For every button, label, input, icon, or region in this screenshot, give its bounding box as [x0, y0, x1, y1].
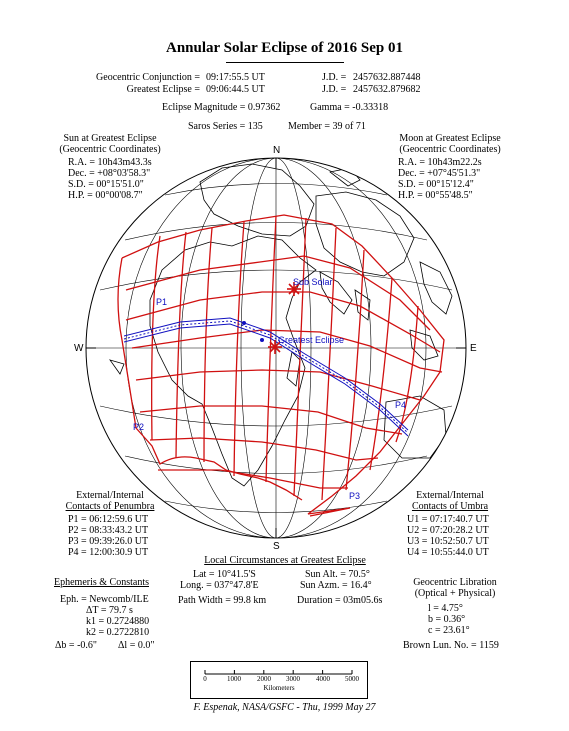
gamma: Gamma = -0.33318	[310, 102, 389, 113]
ephemeris-db: Δb = -0.6"	[55, 640, 97, 651]
umbra-u3: U3 = 10:52:50.7 UT	[407, 536, 489, 547]
penumbra-heading: External/Internal	[76, 490, 144, 501]
ephemeris-dl: Δl = 0.0"	[118, 640, 155, 651]
local-path-width: Path Width = 99.8 km	[178, 595, 267, 606]
greatest-jd-label: J.D. =	[322, 84, 347, 95]
libration-b: b = 0.36°	[428, 614, 466, 625]
track-point-1	[242, 321, 246, 325]
scale-bar	[204, 670, 353, 675]
saros-series: Saros Series = 135	[188, 121, 263, 132]
penumbra-subheading: Contacts of Penumbra	[65, 501, 155, 512]
penumbra-p2: P2 = 08:33:43.2 UT	[68, 525, 149, 536]
compass-s: S	[273, 541, 280, 552]
sun-sd: S.D. = 00°15'51.0"	[68, 179, 144, 190]
scale-tick-2000: 2000	[257, 675, 271, 683]
libration-c: c = 23.61°	[428, 625, 470, 636]
saros-member: Member = 39 of 71	[288, 121, 366, 132]
sub-solar-marker	[287, 282, 301, 296]
conjunction-value: 09:17:55.5 UT	[206, 72, 265, 83]
umbra-u1: U1 = 07:17:40.7 UT	[407, 514, 489, 525]
local-heading: Local Circumstances at Greatest Eclipse	[204, 555, 366, 566]
sun-heading: Sun at Greatest Eclipse	[63, 133, 157, 144]
sun-subheading: (Geocentric Coordinates)	[59, 144, 161, 155]
label-p1: P1	[156, 297, 168, 307]
title-rule	[226, 62, 344, 63]
moon-dec: Dec. = +07°45'51.3"	[398, 168, 481, 179]
greatest-eclipse-marker	[268, 340, 282, 354]
umbra-track	[123, 317, 409, 437]
track-point-2	[260, 338, 264, 342]
label-p2: P2	[133, 422, 145, 432]
compass-w: W	[74, 343, 84, 354]
credit-line: F. Espenak, NASA/GSFC - Thu, 1999 May 27	[193, 702, 376, 713]
scale-tick-3000: 3000	[286, 675, 300, 683]
moon-hp: H.P. = 00°55'48.5"	[398, 190, 473, 201]
ephemeris-k1: k1 = 0.2724880	[86, 616, 150, 627]
umbra-u4: U4 = 10:55:44.0 UT	[407, 547, 489, 558]
conjunction-label: Geocentric Conjunction =	[96, 72, 200, 83]
local-sun-alt: Sun Alt. = 70.5°	[305, 569, 370, 580]
penumbra-p4: P4 = 12:00:30.9 UT	[68, 547, 149, 558]
ephemeris-dt: ΔT = 79.7 s	[86, 605, 133, 616]
scale-bar-box: 0 1000 2000 3000 4000 5000 Kilometers	[190, 661, 368, 699]
ephemeris-eph: Eph. = Newcomb/ILE	[60, 594, 149, 605]
umbra-subheading: Contacts of Umbra	[411, 501, 489, 512]
scale-tick-0: 0	[203, 675, 207, 683]
umbra-heading: External/Internal	[416, 490, 484, 501]
greatest-jd-value: 2457632.879682	[353, 84, 421, 95]
conjunction-jd-label: J.D. =	[322, 72, 347, 83]
penumbra-p1: P1 = 06:12:59.6 UT	[68, 514, 149, 525]
local-duration: Duration = 03m05.6s	[297, 595, 383, 606]
label-p3: P3	[349, 491, 361, 501]
libration-heading: Geocentric Libration	[413, 577, 497, 588]
compass-e: E	[470, 343, 477, 354]
moon-heading: Moon at Greatest Eclipse	[399, 133, 501, 144]
markers	[242, 282, 301, 354]
moon-sd: S.D. = 00°15'12.4"	[398, 179, 474, 190]
label-greatest-eclipse: Greatest Eclipse	[278, 335, 345, 345]
sun-ra: R.A. = 10h43m43.3s	[68, 157, 152, 168]
greatest-value: 09:06:44.5 UT	[206, 84, 265, 95]
local-long: Long. = 037°47.8'E	[180, 580, 259, 591]
compass-rose	[86, 158, 466, 538]
local-sun-azm: Sun Azm. = 16.4°	[300, 580, 372, 591]
label-sub-solar: Sub Solar	[293, 277, 333, 287]
page-title: Annular Solar Eclipse of 2016 Sep 01	[166, 40, 403, 56]
scale-tick-5000: 5000	[345, 675, 359, 683]
brown-lunation-number: Brown Lun. No. = 1159	[403, 640, 499, 651]
compass-n: N	[273, 145, 281, 156]
greatest-label: Greatest Eclipse =	[126, 84, 200, 95]
conjunction-jd-value: 2457632.887448	[353, 72, 421, 83]
libration-l: l = 4.75°	[428, 603, 463, 614]
local-lat: Lat = 10°41.5'S	[193, 569, 256, 580]
libration-subheading: (Optical + Physical)	[414, 588, 496, 599]
penumbra-p3: P3 = 09:39:26.0 UT	[68, 536, 149, 547]
ephemeris-heading: Ephemeris & Constants	[54, 577, 149, 588]
ephemeris-k2: k2 = 0.2722810	[86, 627, 150, 638]
moon-ra: R.A. = 10h43m22.2s	[398, 157, 482, 168]
label-p4: P4	[395, 400, 407, 410]
scale-tick-1000: 1000	[227, 675, 241, 683]
sun-dec: Dec. = +08°03'58.3"	[68, 168, 151, 179]
eclipse-magnitude: Eclipse Magnitude = 0.97362	[162, 102, 281, 113]
eclipse-path-grid	[117, 214, 445, 517]
umbra-u2: U2 = 07:20:28.2 UT	[407, 525, 489, 536]
moon-subheading: (Geocentric Coordinates)	[399, 144, 501, 155]
scale-tick-4000: 4000	[316, 675, 330, 683]
scale-unit: Kilometers	[263, 684, 295, 692]
sun-hp: H.P. = 00°00'08.7"	[68, 190, 143, 201]
